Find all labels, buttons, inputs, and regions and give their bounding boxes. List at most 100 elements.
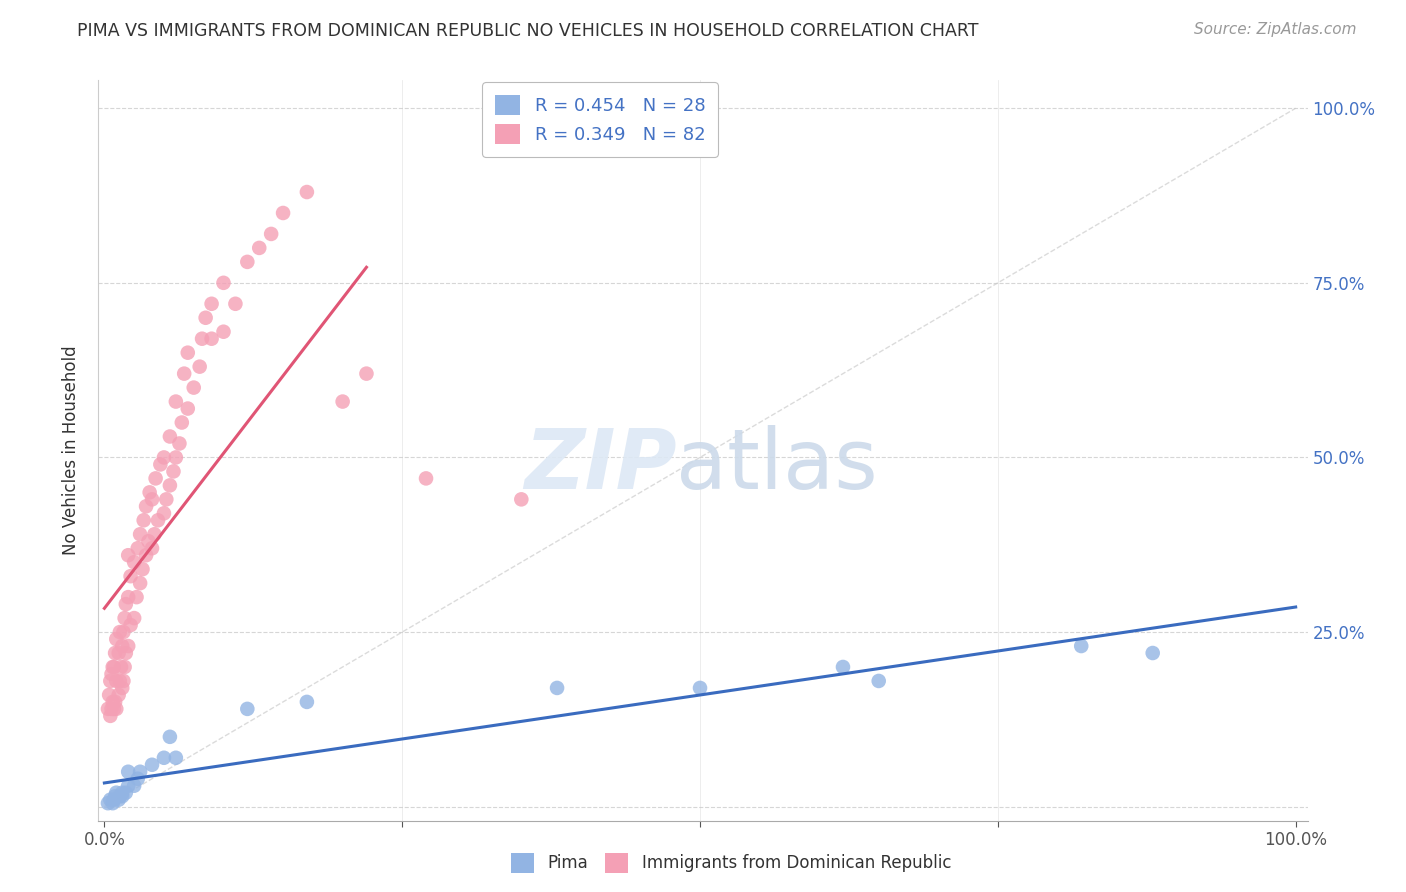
- Point: [117, 548, 139, 562]
- Point: [165, 450, 187, 465]
- Point: [108, 625, 131, 640]
- Point: [98, 688, 121, 702]
- Text: PIMA VS IMMIGRANTS FROM DOMINICAN REPUBLIC NO VEHICLES IN HOUSEHOLD CORRELATION : PIMA VS IMMIGRANTS FROM DOMINICAN REPUBL…: [77, 22, 979, 40]
- Point: [169, 436, 191, 450]
- Point: [100, 702, 122, 716]
- Point: [129, 764, 152, 779]
- Point: [117, 779, 139, 793]
- Point: [165, 751, 187, 765]
- Point: [114, 786, 136, 800]
- Text: Source: ZipAtlas.com: Source: ZipAtlas.com: [1194, 22, 1357, 37]
- Point: [271, 206, 294, 220]
- Point: [98, 673, 121, 688]
- Point: [135, 548, 157, 562]
- Point: [295, 185, 318, 199]
- Point: [103, 702, 125, 716]
- Point: [415, 471, 437, 485]
- Point: [112, 673, 135, 688]
- Point: [183, 381, 205, 395]
- Point: [104, 789, 127, 804]
- Point: [105, 673, 128, 688]
- Point: [98, 709, 121, 723]
- Point: [107, 793, 129, 807]
- Point: [153, 506, 176, 520]
- Point: [149, 458, 172, 472]
- Point: [162, 464, 184, 478]
- Point: [114, 597, 136, 611]
- Point: [236, 255, 259, 269]
- Point: [104, 695, 127, 709]
- Point: [141, 757, 163, 772]
- Point: [212, 276, 235, 290]
- Point: [103, 793, 125, 807]
- Point: [98, 793, 121, 807]
- Point: [194, 310, 217, 325]
- Point: [177, 345, 200, 359]
- Legend: Pima, Immigrants from Dominican Republic: Pima, Immigrants from Dominican Republic: [505, 847, 957, 880]
- Point: [117, 764, 139, 779]
- Point: [120, 569, 142, 583]
- Point: [111, 639, 134, 653]
- Point: [105, 702, 128, 716]
- Point: [120, 618, 142, 632]
- Point: [295, 695, 318, 709]
- Point: [127, 541, 149, 556]
- Point: [111, 789, 134, 804]
- Point: [108, 673, 131, 688]
- Point: [105, 786, 128, 800]
- Point: [101, 660, 124, 674]
- Point: [100, 667, 122, 681]
- Point: [135, 500, 157, 514]
- Point: [114, 660, 136, 674]
- Point: [191, 332, 214, 346]
- Point: [832, 660, 855, 674]
- Point: [188, 359, 211, 374]
- Point: [129, 527, 152, 541]
- Point: [97, 796, 120, 810]
- Point: [101, 796, 124, 810]
- Point: [131, 562, 153, 576]
- Point: [170, 416, 193, 430]
- Point: [104, 646, 127, 660]
- Point: [107, 688, 129, 702]
- Point: [101, 695, 124, 709]
- Point: [159, 429, 181, 443]
- Point: [159, 478, 181, 492]
- Point: [177, 401, 200, 416]
- Point: [260, 227, 283, 241]
- Point: [356, 367, 378, 381]
- Point: [107, 646, 129, 660]
- Point: [155, 492, 177, 507]
- Point: [224, 297, 246, 311]
- Point: [117, 590, 139, 604]
- Point: [138, 534, 160, 549]
- Point: [332, 394, 354, 409]
- Point: [103, 660, 125, 674]
- Point: [173, 367, 195, 381]
- Point: [132, 513, 155, 527]
- Point: [145, 471, 167, 485]
- Point: [146, 513, 169, 527]
- Point: [127, 772, 149, 786]
- Legend: R = 0.454   N = 28, R = 0.349   N = 82: R = 0.454 N = 28, R = 0.349 N = 82: [482, 82, 718, 157]
- Point: [108, 789, 131, 804]
- Point: [159, 730, 181, 744]
- Point: [200, 332, 222, 346]
- Point: [112, 625, 135, 640]
- Point: [868, 673, 890, 688]
- Point: [153, 751, 176, 765]
- Point: [125, 590, 148, 604]
- Point: [247, 241, 270, 255]
- Point: [122, 611, 145, 625]
- Point: [114, 611, 136, 625]
- Text: atlas: atlas: [676, 425, 879, 506]
- Point: [97, 702, 120, 716]
- Point: [110, 660, 132, 674]
- Point: [546, 681, 568, 695]
- Point: [510, 492, 533, 507]
- Point: [153, 450, 176, 465]
- Text: ZIP: ZIP: [524, 425, 676, 506]
- Point: [1142, 646, 1164, 660]
- Point: [114, 646, 136, 660]
- Point: [111, 786, 134, 800]
